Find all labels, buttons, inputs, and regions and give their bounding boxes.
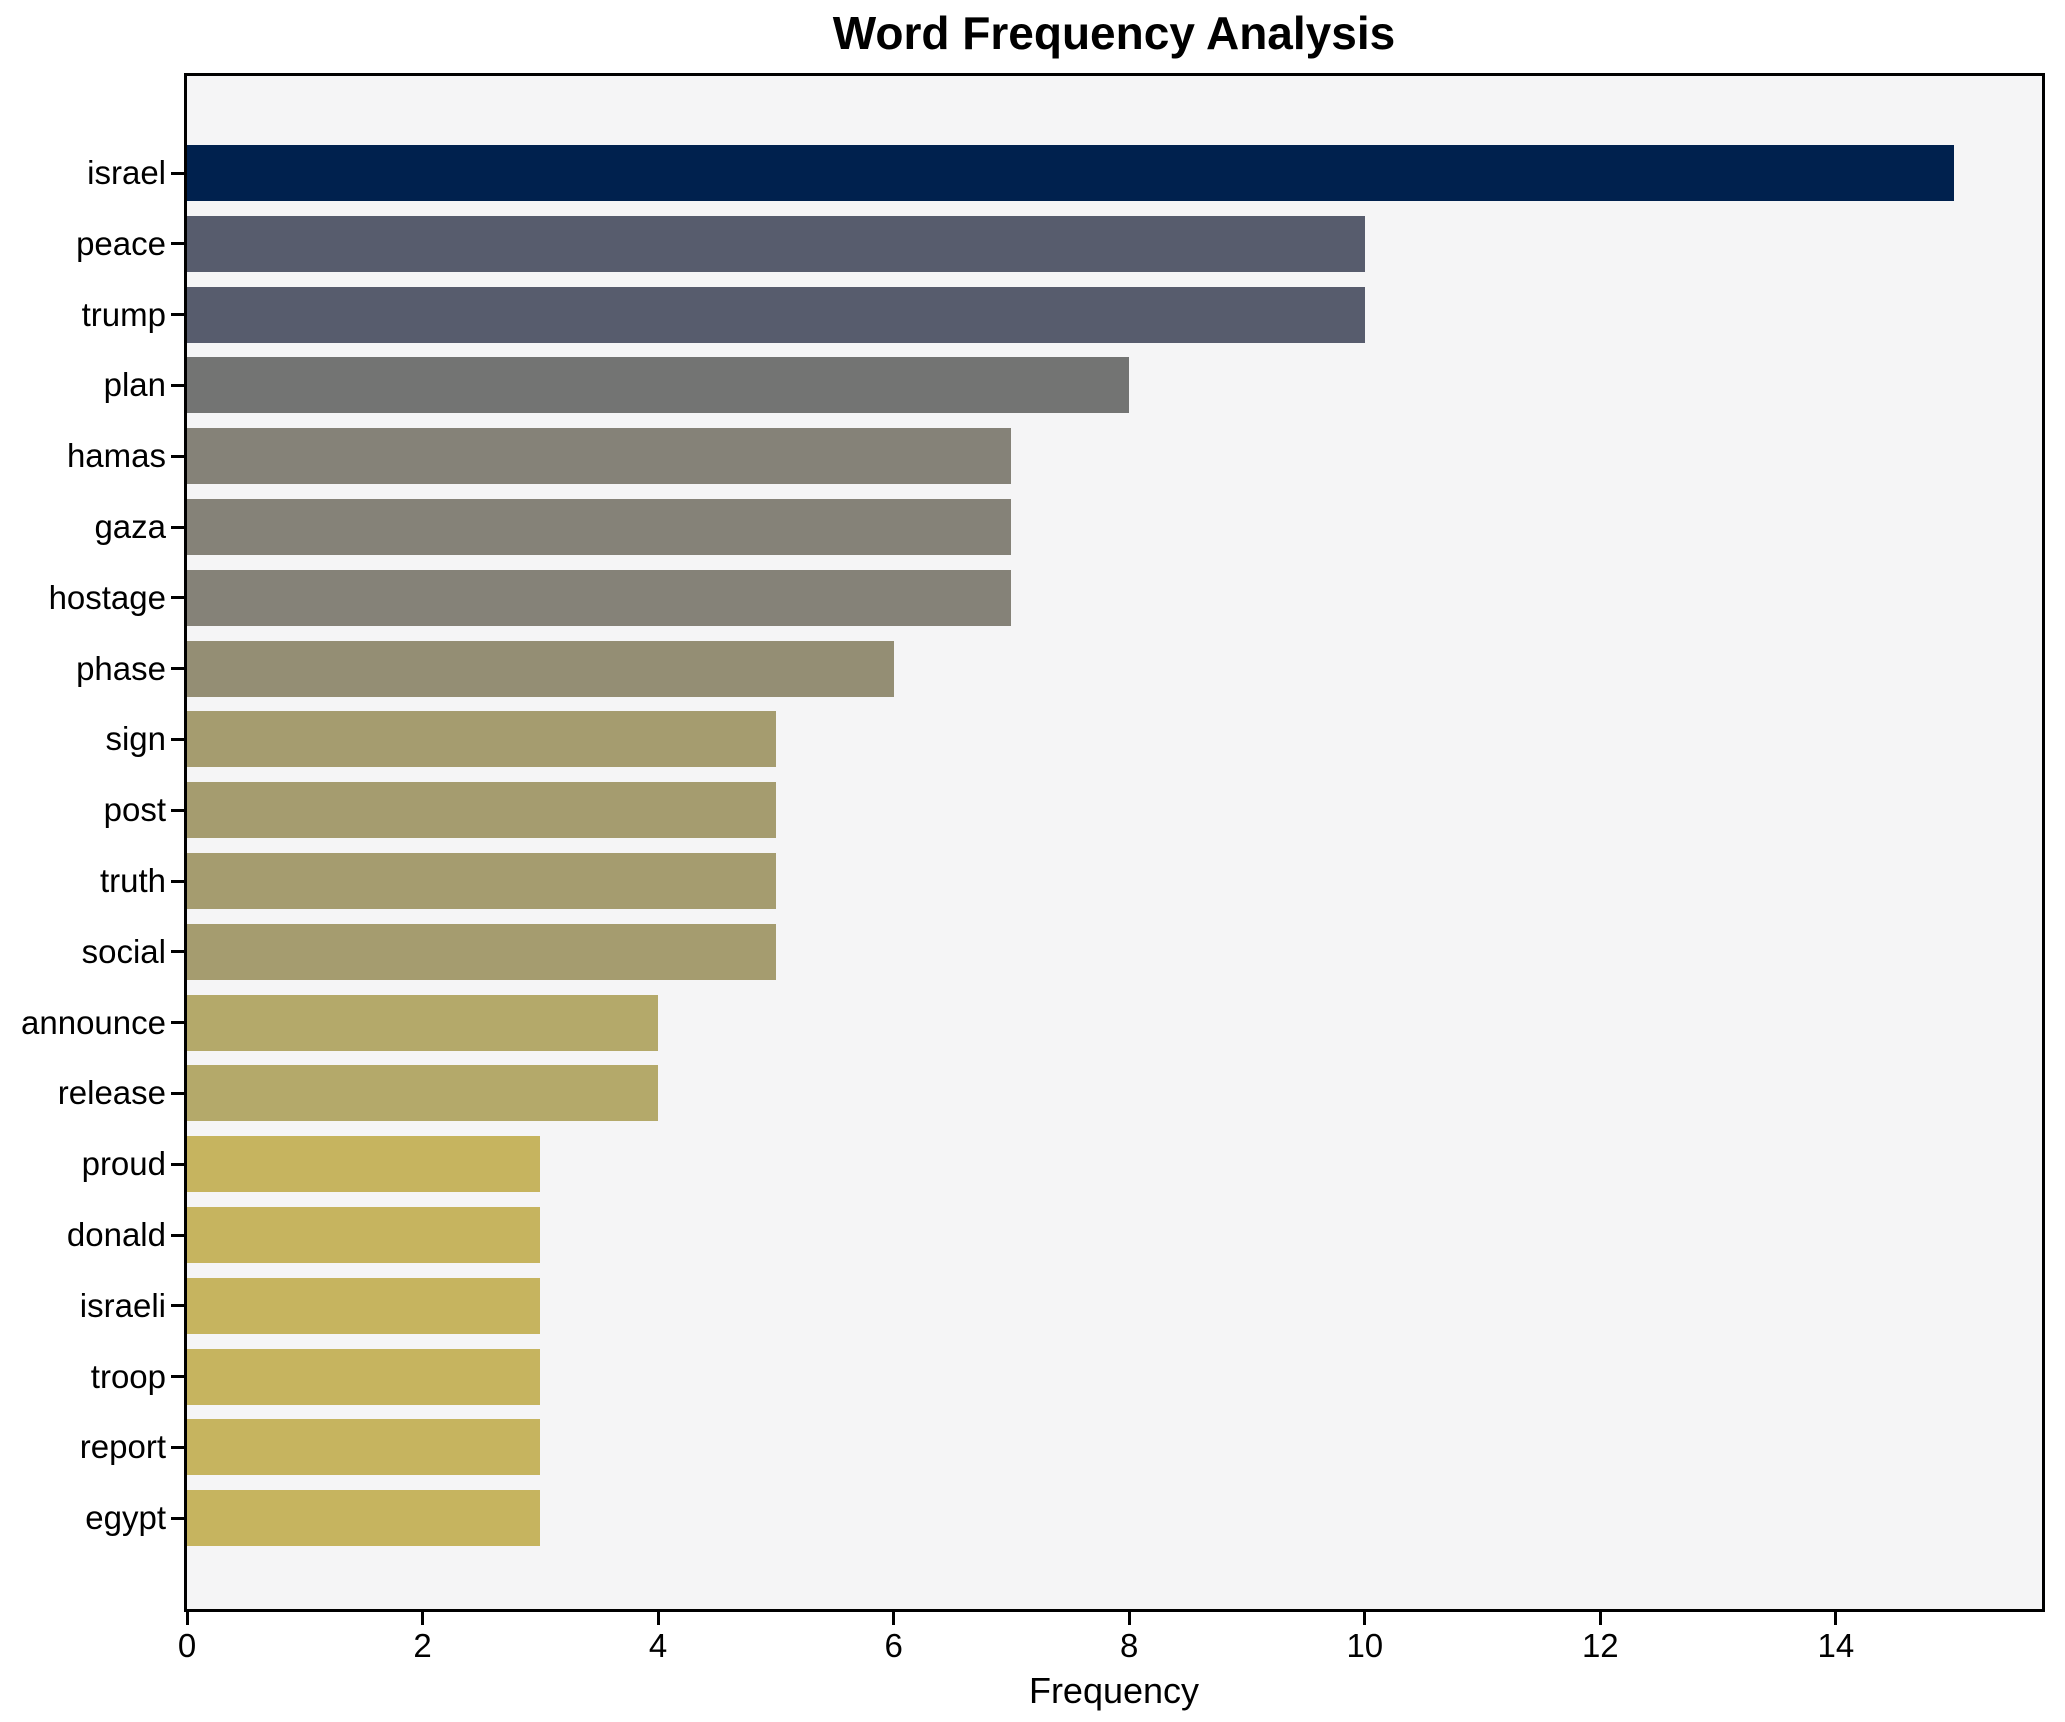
y-tick-mark (171, 737, 184, 741)
y-tick-label-report: report (79, 1428, 166, 1466)
y-tick-mark (171, 242, 184, 246)
bar-donald (187, 1207, 541, 1263)
y-tick-label-trump: trump (81, 295, 166, 333)
y-tick-label-peace: peace (76, 224, 166, 262)
y-tick-label-social: social (81, 932, 166, 970)
bar-troop (187, 1348, 541, 1405)
y-tick-mark (171, 1516, 184, 1520)
bar-trump (187, 286, 1365, 343)
bar-plan (187, 357, 1130, 414)
y-tick-label-hamas: hamas (66, 437, 166, 475)
x-tick-mark (656, 1612, 660, 1625)
y-tick-mark (171, 808, 184, 812)
y-tick-label-release: release (57, 1074, 166, 1112)
y-tick-mark (171, 1021, 184, 1025)
bar-peace (187, 215, 1365, 272)
y-tick-mark (171, 1445, 184, 1449)
y-tick-label-gaza: gaza (94, 508, 166, 545)
x-tick-mark (1834, 1612, 1838, 1625)
x-tick-label-6: 6 (884, 1627, 903, 1664)
bar-post (187, 782, 776, 839)
y-tick-label-proud: proud (81, 1145, 166, 1183)
y-tick-mark (171, 171, 184, 175)
x-tick-mark (1127, 1612, 1131, 1625)
bar-egypt (187, 1490, 541, 1547)
bar-gaza (187, 499, 1012, 555)
x-tick-label-14: 14 (1817, 1627, 1855, 1664)
y-tick-label-hostage: hostage (48, 578, 166, 616)
bar-proud (187, 1136, 541, 1193)
y-tick-label-egypt: egypt (85, 1499, 166, 1537)
plot-area (184, 73, 2045, 1612)
y-tick-label-plan: plan (103, 366, 166, 404)
y-tick-mark (171, 454, 184, 458)
x-tick-label-12: 12 (1581, 1627, 1619, 1664)
x-axis-label: Frequency (1028, 1670, 1200, 1711)
bar-release (187, 1065, 659, 1122)
bar-israel (187, 145, 1954, 201)
y-tick-mark (171, 1233, 184, 1237)
bar-hamas (187, 428, 1012, 485)
chart-title: Word Frequency Analysis (832, 7, 1396, 59)
bar-phase (187, 640, 894, 697)
y-tick-label-announce: announce (21, 1003, 166, 1041)
y-tick-label-troop: troop (90, 1357, 166, 1395)
bar-truth (187, 853, 776, 909)
x-tick-label-0: 0 (177, 1627, 197, 1664)
y-tick-mark (171, 950, 184, 954)
bar-announce (187, 994, 659, 1051)
bar-hostage (187, 569, 1012, 626)
x-tick-mark (1598, 1612, 1602, 1625)
x-tick-label-10: 10 (1346, 1627, 1384, 1664)
y-tick-mark (171, 313, 184, 317)
y-tick-mark (171, 596, 184, 600)
x-tick-mark (1363, 1612, 1367, 1625)
x-tick-label-8: 8 (1120, 1627, 1139, 1664)
y-tick-mark (171, 1091, 184, 1095)
bar-report (187, 1419, 541, 1476)
bars-container (187, 76, 2042, 1609)
y-tick-mark (171, 383, 184, 387)
y-tick-mark (171, 879, 184, 883)
x-tick-label-2: 2 (413, 1627, 432, 1664)
y-tick-label-donald: donald (66, 1216, 166, 1253)
bar-sign (187, 711, 776, 768)
x-tick-mark (185, 1612, 189, 1625)
bar-israeli (187, 1277, 541, 1334)
y-tick-label-post: post (103, 791, 166, 829)
y-tick-label-israeli: israeli (79, 1286, 166, 1324)
y-tick-mark (171, 1162, 184, 1166)
y-tick-label-truth: truth (99, 862, 166, 899)
y-tick-label-sign: sign (105, 720, 166, 758)
y-tick-mark (171, 1304, 184, 1308)
x-tick-label-4: 4 (648, 1627, 668, 1664)
y-tick-label-israel: israel (87, 154, 166, 191)
y-tick-mark (171, 1375, 184, 1379)
bar-social (187, 923, 776, 980)
x-tick-mark (421, 1612, 425, 1625)
y-tick-mark (171, 525, 184, 529)
x-tick-mark (892, 1612, 896, 1625)
y-tick-mark (171, 667, 184, 671)
y-tick-label-phase: phase (76, 649, 166, 687)
